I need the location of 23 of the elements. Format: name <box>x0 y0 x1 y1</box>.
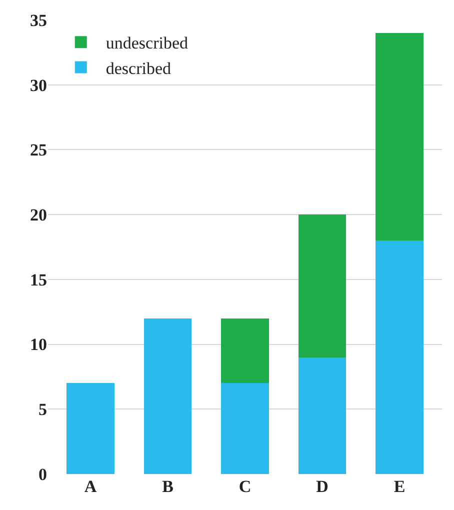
bar <box>144 318 192 474</box>
bar <box>221 318 269 384</box>
legend-label: described <box>106 58 172 78</box>
bar <box>66 383 114 474</box>
x-tick-label: E <box>394 477 406 496</box>
x-tick-label: C <box>238 477 252 496</box>
bar <box>221 383 269 474</box>
y-tick-label: 0 <box>38 464 47 484</box>
y-tick-label: 20 <box>30 206 47 225</box>
x-tick-label: D <box>316 477 328 496</box>
y-tick-label: 35 <box>30 10 47 30</box>
bar <box>376 32 424 241</box>
bar <box>376 240 424 474</box>
legend-label: undescribed <box>106 34 189 53</box>
bar <box>298 357 346 474</box>
y-tick-label: 15 <box>30 270 47 290</box>
y-tick-label: 5 <box>38 400 47 420</box>
y-tick-label: 25 <box>30 140 47 160</box>
bar <box>298 214 346 358</box>
y-tick-label: 10 <box>30 335 47 354</box>
x-tick-label: A <box>84 477 98 496</box>
x-tick-label: B <box>162 477 174 496</box>
y-tick-label: 30 <box>30 76 47 95</box>
